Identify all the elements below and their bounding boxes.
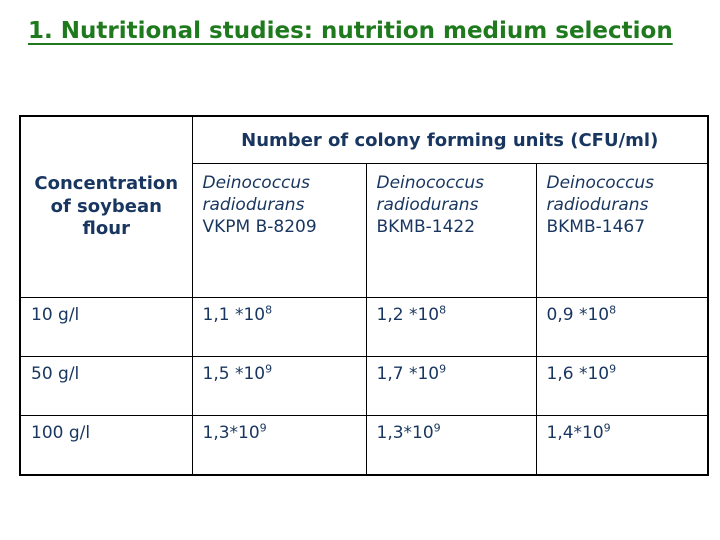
value-cell: 1,5 *109 xyxy=(191,356,367,416)
cfu-exponent: 8 xyxy=(439,303,447,317)
value-cell: 1,1 *108 xyxy=(191,297,367,357)
span-header-cell: Number of colony forming units (CFU/ml) xyxy=(191,115,709,164)
value-cell: 1,2 *108 xyxy=(365,297,537,357)
value-cell: 1,7 *109 xyxy=(365,356,537,416)
cfu-exponent: 8 xyxy=(265,303,273,317)
cfu-value: 1,3*10 xyxy=(202,423,260,443)
value-cell: 1,3*109 xyxy=(191,415,367,476)
table-row: 50 g/l 1,5 *109 1,7 *109 1,6 *109 xyxy=(19,356,709,416)
strain-id: BKMB-1467 xyxy=(546,216,646,237)
cfu-value: 1,7 *10 xyxy=(376,364,440,384)
cfu-value: 1,5 *10 xyxy=(202,364,266,384)
cfu-value: 1,6 *10 xyxy=(546,364,610,384)
table-header-row-strains: Deinococcus radiodurans VKPM B-8209 Dein… xyxy=(20,163,709,298)
table-header-row-top: Concentration of soybean flour Number of… xyxy=(19,115,709,298)
cfu-exponent: 9 xyxy=(609,362,617,376)
cfu-results-table: Concentration of soybean flour Number of… xyxy=(19,115,709,476)
corner-header-cell: Concentration of soybean flour xyxy=(19,115,193,298)
value-cell: 1,6 *109 xyxy=(535,356,709,416)
cfu-exponent: 9 xyxy=(265,362,273,376)
table-row: 10 g/l 1,1 *108 1,2 *108 0,9 *108 xyxy=(19,297,709,357)
cfu-value: 1,1 *10 xyxy=(202,305,266,325)
species-name: Deinococcus radiodurans xyxy=(202,173,311,215)
cfu-exponent: 9 xyxy=(439,362,447,376)
species-name: Deinococcus radiodurans xyxy=(546,173,655,215)
cfu-value: 1,3*10 xyxy=(376,423,434,443)
strain-header-cell-2: Deinococcus radiodurans BKMB-1422 xyxy=(365,163,537,298)
strain-id: BKMB-1422 xyxy=(376,216,476,237)
table-row: 100 g/l 1,3*109 1,3*109 1,4*109 xyxy=(19,415,709,476)
cfu-value: 0,9 *10 xyxy=(546,305,610,325)
value-cell: 1,3*109 xyxy=(365,415,537,476)
concentration-cell: 50 g/l xyxy=(19,356,193,416)
concentration-cell: 100 g/l xyxy=(19,415,193,476)
species-name: Deinococcus radiodurans xyxy=(376,173,485,215)
cfu-exponent: 9 xyxy=(433,421,441,435)
strain-header-cell-1: Deinococcus radiodurans VKPM B-8209 xyxy=(191,163,367,298)
slide-title: 1. Nutritional studies: nutrition medium… xyxy=(28,18,673,44)
cfu-value: 1,4*10 xyxy=(546,423,604,443)
value-cell: 0,9 *108 xyxy=(535,297,709,357)
cfu-value: 1,2 *10 xyxy=(376,305,440,325)
cfu-exponent: 8 xyxy=(609,303,617,317)
strain-id: VKPM B-8209 xyxy=(202,216,317,237)
concentration-cell: 10 g/l xyxy=(19,297,193,357)
strain-header-cell-3: Deinococcus radiodurans BKMB-1467 xyxy=(535,163,709,298)
value-cell: 1,4*109 xyxy=(535,415,709,476)
cfu-exponent: 9 xyxy=(603,421,611,435)
cfu-exponent: 9 xyxy=(259,421,267,435)
